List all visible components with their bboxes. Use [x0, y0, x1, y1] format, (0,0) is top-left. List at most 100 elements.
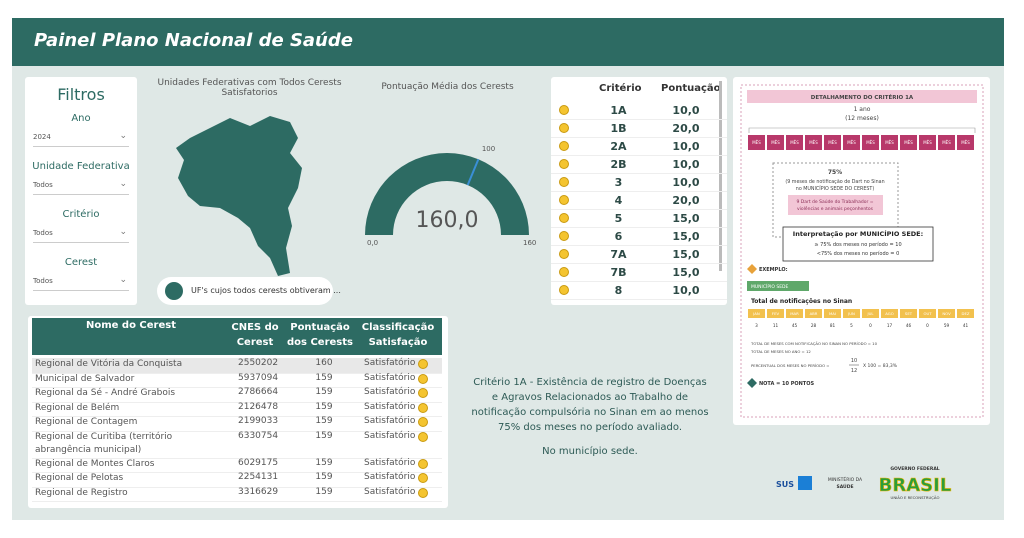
month-name: AGO: [885, 311, 893, 316]
cell: Satisfatório: [364, 472, 416, 482]
month-count: 28: [811, 323, 817, 328]
cell: 7B: [610, 266, 627, 279]
cell: Regional de Belém: [35, 402, 120, 413]
col-header: Classificação Satisfação: [361, 322, 435, 348]
gauge-value: [365, 153, 529, 235]
cell: Satisfatório: [364, 372, 416, 383]
smile-icon: [559, 159, 569, 169]
description: Critério 1A - Existência de registro de …: [471, 377, 709, 433]
state-shape: [176, 116, 302, 276]
table-row: Regional de Vitória da Conquista 2550202 1…: [32, 358, 442, 374]
smile-icon: [559, 123, 569, 133]
dashed-border: [740, 84, 984, 418]
ministry: MINISTÉRIO DA: [828, 475, 863, 483]
smile-icon: [418, 473, 428, 483]
cell: 15,0: [672, 212, 700, 225]
smile-icon: [418, 388, 428, 398]
header-bar: [12, 18, 1004, 66]
target-label: 100: [482, 145, 495, 153]
table-row: 7B 15,0: [551, 263, 727, 282]
month-cell: [900, 309, 917, 318]
cell: 5937094: [238, 372, 279, 383]
cell: 160: [315, 358, 333, 368]
cell: Regional de Curitiba (território abrangê…: [35, 431, 173, 455]
total-line: TOTAL DE MESES COM NOTIFICAÇÃO NO SINAN …: [750, 341, 878, 346]
filter-select[interactable]: Todos: [33, 227, 129, 243]
cell: 159: [315, 387, 333, 397]
smile-icon: [559, 249, 569, 259]
smile-icon: [559, 267, 569, 277]
cell: 2B: [610, 158, 627, 171]
month-count: 0: [869, 323, 872, 328]
interp-line: <75% dos meses no período = 0: [817, 250, 900, 257]
cell: 159: [315, 472, 333, 482]
cell: 159: [315, 416, 333, 426]
month-label: MÊS: [866, 140, 875, 145]
filter-label: Critério: [62, 209, 100, 220]
cell: Satisfatório: [364, 486, 416, 497]
month-cell: [919, 309, 936, 318]
month-count: 46: [906, 323, 912, 328]
legend-swatch: [165, 282, 183, 300]
cell: 159: [315, 372, 333, 383]
table-row: Regional de Contagem 2199033 159 Satisfatór…: [32, 416, 442, 432]
cell: 6330754: [238, 430, 279, 441]
cell: 2A: [610, 140, 627, 153]
month-label: MÊS: [828, 140, 837, 145]
filter-select[interactable]: Todos: [33, 275, 129, 291]
pct-line: (9 meses de notificação de Dart no Sinan: [785, 179, 884, 185]
cerest-panel: Nome do Cerest CNES do Cerest Pontuação …: [28, 316, 448, 508]
cell: Regional da Sé - André Grabois: [35, 388, 176, 398]
col-header: Pontuação dos Cerests: [287, 322, 353, 348]
cell: 159: [315, 401, 333, 412]
cell: 2254131: [238, 472, 279, 482]
month-name: SET: [905, 311, 913, 316]
cell: 15,0: [672, 248, 700, 261]
sus-logo: SUS: [776, 480, 794, 489]
month-label: MÊS: [790, 140, 799, 145]
period: 1 ano: [854, 106, 871, 113]
title-bar: [747, 90, 977, 103]
month-cell: [824, 309, 841, 318]
smile-icon: [418, 402, 428, 413]
cell: Regional de Montes Claros: [35, 458, 155, 469]
smile-icon: [559, 141, 569, 151]
cell: 1B: [610, 122, 627, 135]
table-row: 4 20,0: [551, 191, 727, 210]
sus-cross: [798, 476, 812, 490]
table-row: 6 15,0: [551, 227, 727, 246]
table-row: Regional de Registro 3316629 159 Satisfatór…: [32, 486, 442, 502]
cell: 2550202: [238, 358, 279, 368]
table-row: Regional de Curitiba (território abrangê…: [32, 431, 442, 459]
filters-title: Filtros: [57, 85, 105, 104]
gauge-value-label: 160,0: [416, 208, 479, 233]
month-name: JUN: [847, 311, 855, 316]
month-count: 59: [944, 323, 950, 328]
numerator: 10: [851, 358, 857, 364]
month-name: JUL: [866, 311, 874, 316]
cell: Satisfatório: [364, 401, 416, 412]
table-row: 2A 10,0: [551, 137, 727, 156]
interp-title: Interpretação por MUNICÍPIO SEDE:: [793, 229, 923, 238]
cell: Satisfatório: [364, 387, 416, 397]
percent-label: PERCENTUAL DOS MESES NO PERÍODO =: [751, 363, 829, 368]
cell: 2786664: [238, 387, 279, 397]
cell: 6029175: [238, 457, 279, 468]
detail-title: DETALHAMENTO DO CRITÉRIO 1A: [811, 93, 914, 101]
cell: Municipal de Salvador: [35, 373, 135, 384]
diamond: [747, 378, 757, 388]
filter-select[interactable]: Todos: [33, 179, 129, 195]
smile-icon: [418, 487, 428, 498]
cell: 159: [315, 457, 333, 468]
cell: Regional de Vitória da Conquista: [35, 359, 183, 369]
table-row: 2B 10,0: [551, 155, 727, 174]
gov: GOVERNO FEDERAL: [890, 466, 939, 472]
month-box: [938, 135, 955, 150]
filter-select[interactable]: 2024: [33, 131, 129, 147]
smile-icon: [418, 373, 428, 384]
month-label: MÊS: [885, 140, 894, 145]
month-name: FEV: [772, 311, 780, 316]
month-label: MÊS: [809, 140, 818, 145]
example: EXEMPLO:: [759, 267, 788, 273]
diamond: [747, 264, 757, 274]
